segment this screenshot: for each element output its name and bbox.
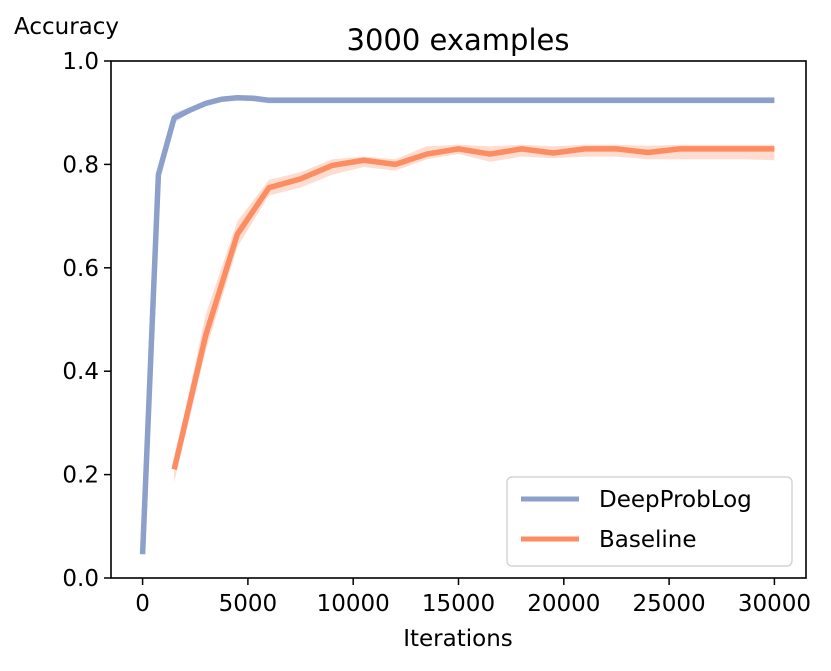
legend-label-deepproblog: DeepProbLog (599, 487, 752, 513)
x-tick-label: 25000 (633, 591, 706, 617)
y-tick-label: 0.2 (62, 463, 99, 489)
y-axis-label: Accuracy (14, 14, 119, 40)
x-tick-label: 30000 (738, 591, 811, 617)
legend-label-baseline: Baseline (599, 527, 697, 553)
x-tick-label: 15000 (422, 591, 495, 617)
x-tick-label: 0 (135, 591, 150, 617)
y-tick-label: 1.0 (62, 49, 99, 75)
legend: DeepProbLog Baseline (506, 476, 793, 567)
x-tick-label: 20000 (527, 591, 600, 617)
x-axis-ticks: 0 5000 10000 15000 20000 25000 30000 (135, 578, 811, 617)
x-tick-label: 5000 (219, 591, 278, 617)
deepproblog-line (139, 94, 775, 555)
y-tick-label: 0.8 (62, 152, 99, 178)
baseline-line (171, 146, 775, 471)
y-axis-ticks: 0.0 0.2 0.4 0.6 0.8 1.0 (62, 49, 111, 592)
series-lines (139, 94, 775, 555)
y-tick-label: 0.4 (62, 359, 99, 385)
x-tick-label: 10000 (317, 591, 390, 617)
y-tick-label: 0.0 (62, 566, 99, 592)
x-axis-label: Iterations (403, 626, 513, 652)
y-tick-label: 0.6 (62, 256, 99, 282)
chart-title: 3000 examples (347, 23, 570, 57)
